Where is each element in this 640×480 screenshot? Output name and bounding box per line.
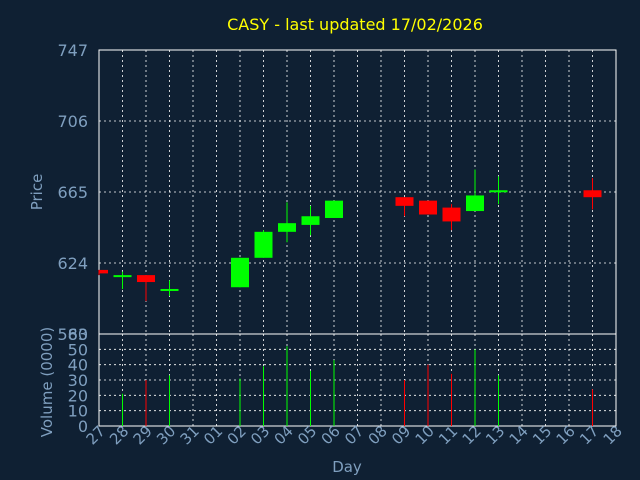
candle-body (395, 197, 414, 206)
day-axis-label: Day (332, 458, 362, 476)
price-tick-label: 583 (57, 325, 88, 344)
candle-body (419, 200, 437, 215)
price-tick-label: 706 (57, 112, 88, 131)
price-panel: 583 624 665 706 747 (57, 41, 617, 344)
volume-tick-label: 10 (68, 402, 88, 421)
volume-tick-label: 50 (68, 340, 88, 359)
candle-body (466, 195, 484, 212)
candle-body (254, 231, 273, 258)
candle-body (99, 269, 108, 274)
chart-title: CASY - last updated 17/02/2026 (227, 15, 483, 34)
candle-body (231, 257, 249, 288)
candle-body (583, 190, 602, 198)
volume-tick-label: 60 (68, 325, 88, 344)
volume-axis-label: Volume (0000) (38, 327, 56, 437)
candle-body (160, 288, 179, 291)
price-tick-label: 665 (57, 183, 88, 202)
candle-body (489, 190, 508, 193)
volume-tick-label: 0 (78, 417, 88, 436)
volume-tick-label: 40 (68, 356, 88, 375)
candle-body (442, 207, 461, 222)
volume-tick-label: 20 (68, 386, 88, 405)
candle-body (113, 275, 132, 278)
volume-tick-label: 30 (68, 371, 88, 390)
price-tick-label: 747 (57, 41, 88, 60)
price-axis-label: Price (28, 174, 46, 211)
candle-body (325, 200, 343, 218)
candle-body (301, 216, 320, 225)
candle-body (137, 275, 155, 283)
price-tick-label: 624 (57, 254, 88, 273)
candle-body (278, 223, 296, 232)
